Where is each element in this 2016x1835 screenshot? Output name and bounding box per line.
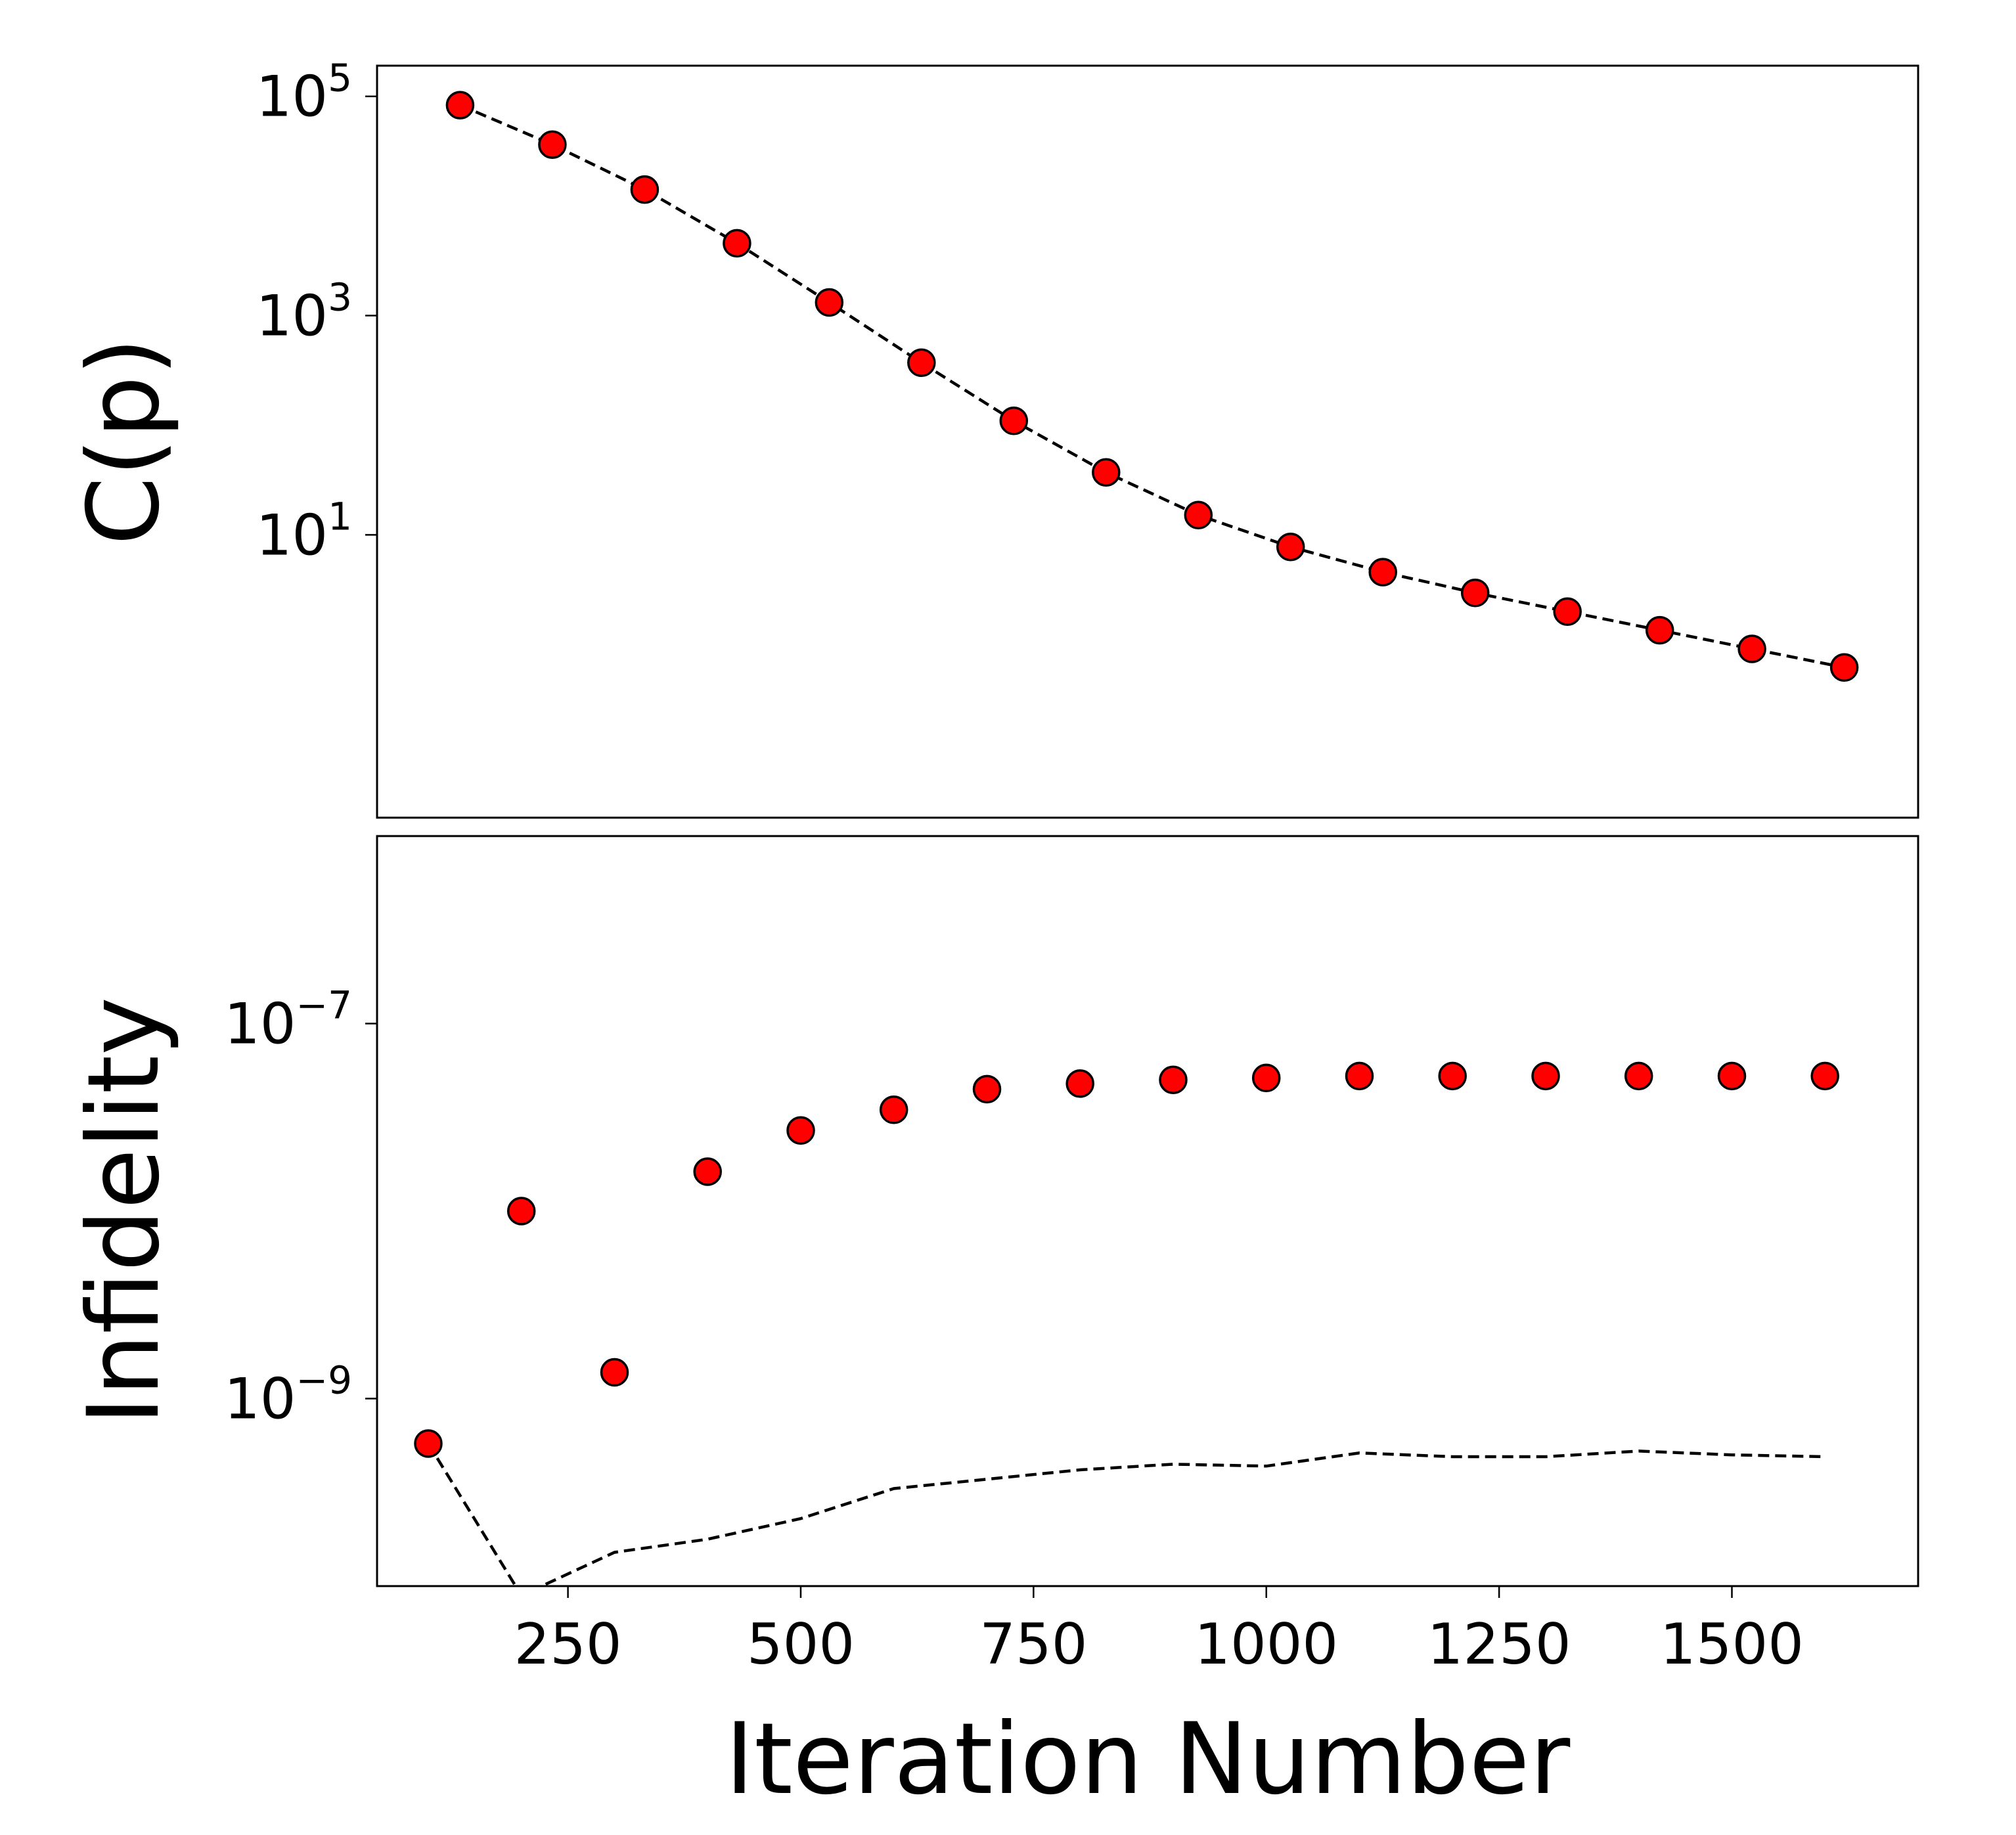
infidelity-markers-point [506, 1197, 536, 1226]
x-tick-label: 1000 [1194, 1612, 1338, 1677]
C(p)-point [907, 348, 936, 378]
y-tick-label: 10−9 [224, 1358, 352, 1432]
x-tick-label: 1250 [1427, 1612, 1571, 1677]
x-tick-label: 1500 [1660, 1612, 1804, 1677]
infidelity-markers-point [600, 1358, 629, 1387]
x-tick-label: 250 [514, 1612, 622, 1677]
infidelity-markers-point [1810, 1061, 1839, 1091]
infidelity-markers-point [1345, 1061, 1374, 1091]
infidelity-dashed-line [427, 1442, 1826, 1586]
bottom-y-axis-ticks: 10−9 10−7 [224, 983, 377, 1432]
y-tick-label: 101 [256, 494, 352, 568]
C(p)-point [1368, 558, 1397, 586]
top-y-axis-ticks: 101 103 105 [256, 56, 377, 568]
C(p)-point [1276, 532, 1305, 562]
y-tick-label: 105 [256, 56, 352, 130]
cp-fit-line [459, 104, 1845, 669]
infidelity-markers-point [1159, 1065, 1188, 1094]
top-y-axis-label: C(p) [67, 338, 181, 546]
infidelity-markers-point [786, 1116, 815, 1145]
infidelity-markers-point [879, 1095, 908, 1124]
infidelity-markers-point [1251, 1063, 1281, 1093]
bottom-panel: 10−9 10−7 250 500 750 1000 1250 1500 Infidelit… [67, 835, 1919, 1817]
y-tick-label: 10−7 [224, 983, 352, 1057]
bottom-x-axis-ticks: 250 500 750 1000 1250 1500 [514, 1586, 1804, 1677]
infidelity-markers-point [972, 1074, 1002, 1104]
C(p)-point [999, 407, 1029, 435]
C(p)-point [538, 130, 567, 159]
x-tick-label: 750 [979, 1612, 1087, 1677]
bottom-y-axis-label: Infidelity [67, 997, 181, 1425]
C(p)-point [445, 91, 475, 120]
y-tick-label: 103 [256, 275, 352, 349]
C(p)-point [1553, 597, 1582, 626]
top-plot-frame [376, 64, 1919, 819]
x-tick-label: 500 [747, 1612, 855, 1677]
C(p)-point [1092, 458, 1121, 487]
infidelity-markers-point [414, 1429, 443, 1458]
C(p)-point [630, 175, 660, 204]
C(p)-point [1460, 579, 1490, 608]
infidelity-markers-point [1624, 1061, 1653, 1091]
infidelity-markers [414, 1061, 1839, 1458]
x-axis-label: Iteration Number [725, 1702, 1571, 1817]
infidelity-markers-point [1531, 1061, 1560, 1091]
C(p)-point [1737, 634, 1766, 663]
C(p)-point [1184, 500, 1213, 530]
bottom-plot-frame [376, 835, 1919, 1587]
infidelity-markers-point [1065, 1069, 1094, 1098]
C(p)-line [459, 104, 1845, 669]
top-panel: 101 103 105 C(p) [67, 56, 1919, 819]
infidelity-markers-point [1438, 1061, 1467, 1091]
C(p)-point [1645, 615, 1674, 645]
C(p)-point [815, 288, 844, 317]
infidelity-markers-point [1717, 1061, 1747, 1091]
C(p)-point [723, 229, 751, 258]
infidelity-markers-point [693, 1157, 722, 1186]
infidelity-dashed-line [427, 1442, 1826, 1586]
C(p)-point [1829, 653, 1859, 682]
cp-markers [445, 91, 1859, 682]
